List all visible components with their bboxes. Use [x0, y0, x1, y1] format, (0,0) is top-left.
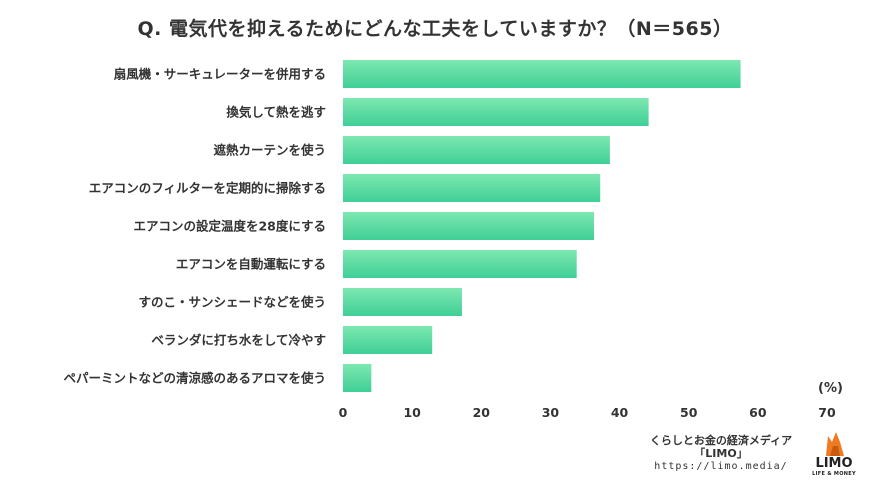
- logo-tagline: LIFE & MONEY: [812, 471, 856, 477]
- category-label-8: ペパーミントなどの清涼感のあるアロマを使う: [63, 371, 326, 386]
- category-label-7: ベランダに打ち水をして冷やす: [151, 333, 326, 348]
- bar-3: [343, 174, 601, 202]
- category-label-2: 遮熱カーテンを使う: [213, 143, 326, 158]
- bar-5: [343, 250, 577, 278]
- category-label-3: エアコンのフィルターを定期的に掃除する: [89, 181, 326, 196]
- footer-line-media: くらしとお金の経済メディア: [649, 434, 793, 447]
- category-label-1: 換気して熱を逃す: [226, 105, 326, 120]
- limo-logo: LIMO LIFE & MONEY: [812, 430, 856, 482]
- x-tick-label-10: 10: [403, 405, 421, 420]
- x-tick-label-30: 30: [542, 405, 560, 420]
- footer-credit: くらしとお金の経済メディア 「LIMO」 https://limo.media/: [632, 434, 810, 473]
- x-tick-label-40: 40: [611, 405, 629, 420]
- x-tick-label-20: 20: [473, 405, 491, 420]
- x-tick-label-0: 0: [339, 405, 348, 420]
- x-tick-label-50: 50: [680, 405, 698, 420]
- category-label-4: エアコンの設定温度を28度にする: [133, 219, 326, 234]
- chart-title: Q. 電気代を抑えるためにどんな工夫をしていますか？（N＝565）: [137, 18, 733, 40]
- bar-0: [343, 60, 741, 88]
- footer-line-limo: 「LIMO」: [694, 447, 748, 460]
- x-tick-label-60: 60: [749, 405, 767, 420]
- bar-7: [343, 326, 433, 354]
- bar-2: [343, 136, 610, 164]
- bar-4: [343, 212, 594, 240]
- bar-8: [343, 364, 372, 392]
- fox-icon: [826, 432, 844, 456]
- x-tick-label-70: 70: [818, 405, 836, 420]
- x-axis: 0 10 20 30 40 50 60 70: [339, 405, 836, 420]
- category-labels: 扇風機・サーキュレーターを併用する換気して熱を逃す遮熱カーテンを使うエアコンのフ…: [63, 67, 326, 386]
- footer-url: https://limo.media/: [654, 461, 788, 472]
- category-label-6: すのこ・サンシェードなどを使う: [138, 295, 326, 310]
- bar-6: [343, 288, 462, 316]
- category-label-0: 扇風機・サーキュレーターを併用する: [114, 67, 326, 82]
- bars-layer: [343, 60, 741, 392]
- x-axis-unit-label: (%): [818, 381, 843, 396]
- bar-1: [343, 98, 649, 126]
- logo-wordmark: LIMO: [815, 456, 853, 471]
- category-label-5: エアコンを自動運転にする: [176, 257, 326, 272]
